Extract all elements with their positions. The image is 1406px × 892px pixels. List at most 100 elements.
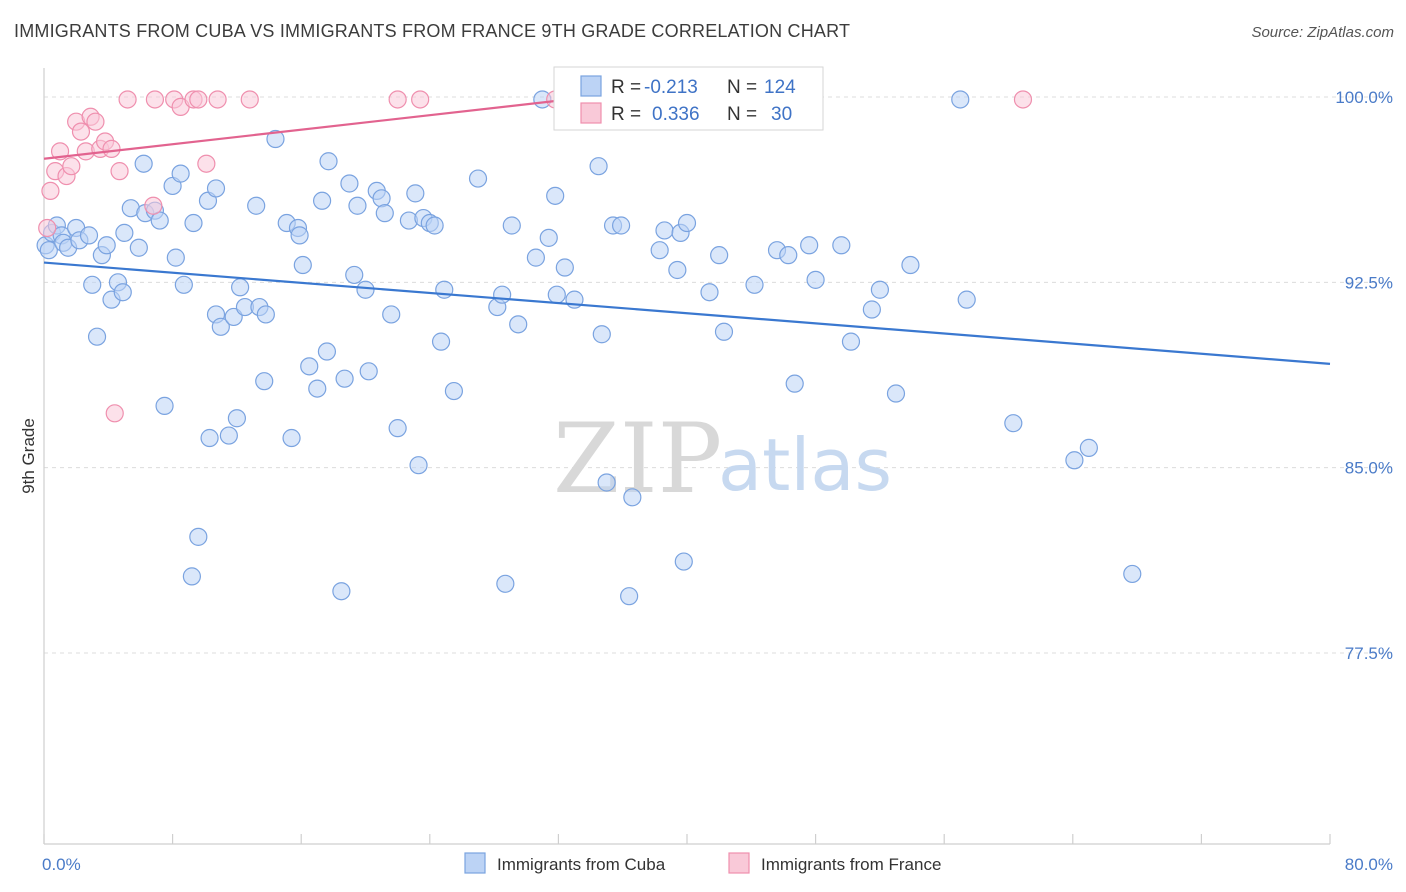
france-point-24	[208, 90, 227, 109]
x-tick-labels: 0.0% 80.0%	[42, 855, 1393, 874]
x-tick-label-1: 80.0%	[1345, 855, 1393, 874]
cuba-point-102	[674, 552, 693, 571]
cuba-point-104	[700, 283, 719, 302]
cuba-point-35	[206, 179, 226, 198]
cuba-point-110	[785, 374, 804, 393]
cuba-point-52	[300, 357, 319, 376]
cuba-point-114	[841, 332, 861, 351]
cuba-point-19	[129, 238, 148, 257]
cuba-point-105	[710, 246, 729, 265]
cuba-point-91	[589, 157, 608, 176]
cuba-point-36	[211, 317, 230, 336]
cuba-point-122	[1065, 451, 1084, 470]
france-point-23	[197, 154, 216, 173]
cuba-point-100	[668, 260, 687, 280]
stats-n-label-cuba: N =	[727, 77, 757, 98]
france-point-22	[189, 90, 208, 109]
cuba-point-50	[290, 226, 309, 245]
cuba-point-37	[219, 426, 238, 445]
x-ticks	[43, 834, 1331, 844]
watermark: ZIP atlas	[553, 403, 892, 515]
cuba-point-53	[308, 379, 327, 398]
cuba-point-44	[255, 372, 274, 391]
cuba-point-78	[468, 169, 488, 188]
france-point-25	[240, 90, 259, 109]
cuba-point-87	[546, 186, 565, 205]
legend-swatch-cuba	[464, 852, 486, 874]
cuba-point-109	[779, 246, 798, 265]
cuba-point-26	[166, 248, 185, 267]
legend-swatch-france	[728, 852, 750, 874]
france-trendline	[43, 95, 591, 160]
cuba-point-17	[115, 223, 134, 243]
france-point-16	[118, 90, 137, 109]
cuba-point-11	[87, 327, 107, 346]
cuba-point-71	[409, 456, 428, 475]
cuba-point-40	[231, 278, 250, 297]
cuba-point-51	[293, 255, 312, 275]
cuba-point-117	[886, 384, 906, 403]
cuba-point-66	[375, 204, 394, 223]
cuba-point-84	[526, 248, 545, 267]
y-tick-labels: 100.0% 92.5% 85.0% 77.5%	[1335, 88, 1393, 663]
cuba-point-67	[382, 305, 401, 324]
cuba-point-28	[174, 275, 193, 294]
cuba-point-39	[227, 409, 246, 428]
stats-n-value-cuba: 124	[764, 77, 796, 98]
trendlines	[43, 95, 1331, 365]
cuba-point-106	[714, 322, 734, 341]
cuba-point-20	[134, 154, 153, 173]
cuba-point-58	[335, 369, 354, 388]
cuba-point-16	[113, 283, 132, 302]
legend-label-france: Immigrants from France	[761, 855, 941, 874]
cuba-point-57	[332, 582, 351, 601]
cuba-point-54	[312, 191, 332, 210]
cuba-point-93	[597, 473, 616, 492]
cuba-point-56	[319, 152, 338, 171]
cuba-point-113	[832, 236, 851, 255]
gridlines	[44, 96, 1392, 654]
cuba-point-75	[431, 332, 451, 351]
cuba-point-95	[611, 216, 631, 235]
y-tick-label-1: 92.5%	[1345, 273, 1393, 292]
cuba-point-33	[200, 428, 219, 448]
cuba-point-98	[650, 241, 669, 260]
cuba-point-111	[800, 236, 819, 255]
points-cuba	[36, 90, 1142, 606]
cuba-point-124	[1123, 564, 1142, 584]
cuba-point-42	[247, 196, 266, 215]
cuba-point-74	[425, 216, 444, 235]
cuba-point-119	[951, 90, 970, 109]
cuba-point-68	[388, 419, 407, 438]
cuba-point-99	[655, 221, 674, 240]
cuba-point-118	[901, 255, 920, 275]
y-tick-label-2: 85.0%	[1345, 459, 1393, 478]
cuba-point-31	[182, 567, 201, 586]
stats-r-value-france: 0.336	[652, 104, 700, 125]
cuba-point-116	[870, 280, 890, 299]
chart-source: Source: ZipAtlas.com	[1251, 24, 1394, 41]
x-tick-label-0: 0.0%	[42, 855, 81, 874]
cuba-point-86	[539, 228, 558, 247]
france-point-17	[144, 196, 163, 215]
bottom-legend: Immigrants from Cuba Immigrants from Fra…	[464, 852, 941, 874]
cuba-point-45	[256, 305, 275, 324]
stats-n-value-france: 30	[771, 104, 792, 125]
cuba-point-115	[862, 300, 881, 319]
legend-label-cuba: Immigrants from Cuba	[497, 855, 666, 874]
y-tick-label-3: 77.5%	[1345, 644, 1393, 663]
france-point-7	[71, 122, 91, 141]
cuba-point-61	[348, 196, 367, 215]
cuba-point-63	[359, 362, 378, 381]
cuba-point-1	[39, 241, 58, 260]
chart-title: IMMIGRANTS FROM CUBA VS IMMIGRANTS FROM …	[14, 21, 851, 41]
cuba-point-62	[356, 280, 375, 299]
stats-swatch-cuba	[580, 75, 602, 97]
cuba-point-24	[155, 396, 174, 415]
stats-r-label-cuba: R =	[611, 77, 641, 98]
cuba-point-46	[266, 129, 285, 149]
cuba-point-80	[493, 285, 512, 304]
cuba-point-120	[957, 290, 976, 309]
stats-r-label-france: R =	[611, 104, 641, 125]
